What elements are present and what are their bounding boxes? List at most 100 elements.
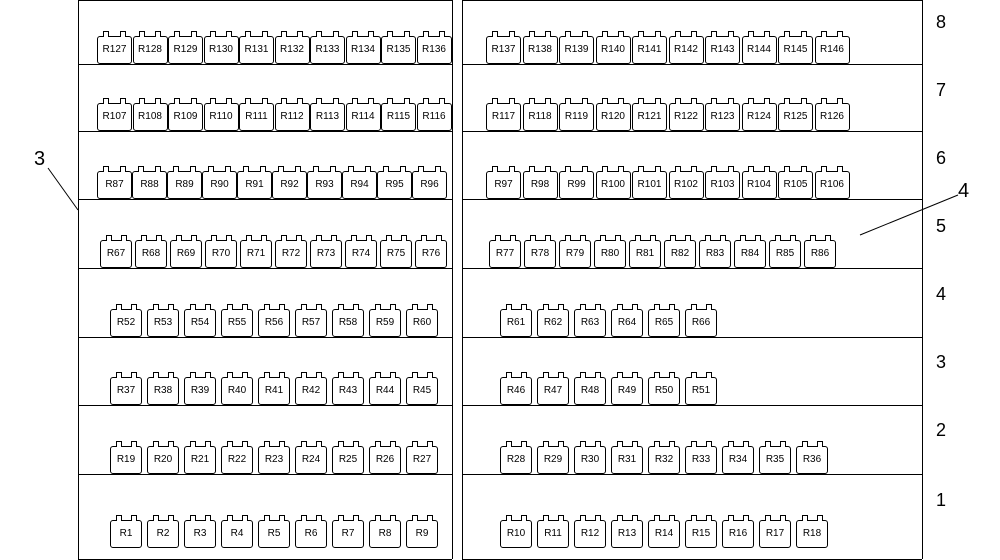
battery-item: R20 (147, 446, 179, 474)
battery-label: R57 (302, 318, 320, 328)
battery-item: R121 (632, 103, 667, 131)
battery-terminals (148, 372, 178, 378)
battery-item: R61 (500, 309, 532, 337)
battery-label: R16 (729, 529, 747, 539)
battery-terminals (136, 235, 166, 241)
battery-terminals (700, 235, 730, 241)
row-number-label: 2 (936, 420, 946, 441)
battery-item: R105 (778, 171, 813, 199)
battery-item: R133 (310, 36, 345, 64)
battery-item: R62 (537, 309, 569, 337)
battery-label: R141 (638, 45, 662, 55)
battery-label: R87 (105, 180, 123, 190)
battery-terminals (276, 31, 309, 37)
battery-label: R60 (413, 318, 431, 328)
battery-label: R15 (692, 529, 710, 539)
battery-terminals (111, 304, 141, 310)
battery-label: R28 (507, 455, 525, 465)
battery-label: R1 (120, 529, 133, 539)
rack-vertical (922, 0, 923, 559)
battery-item: R19 (110, 446, 142, 474)
battery-terminals (134, 98, 167, 104)
battery-item: R33 (685, 446, 717, 474)
battery-label: R5 (268, 529, 281, 539)
battery-terminals (222, 304, 252, 310)
battery-terminals (169, 31, 202, 37)
battery-label: R132 (280, 45, 304, 55)
battery-label: R109 (174, 112, 198, 122)
battery-label: R52 (117, 318, 135, 328)
battery-label: R101 (638, 180, 662, 190)
battery-label: R17 (766, 529, 784, 539)
battery-label: R75 (387, 249, 405, 259)
battery-item: R125 (778, 103, 813, 131)
battery-item: R47 (537, 377, 569, 405)
battery-label: R18 (803, 529, 821, 539)
battery-terminals (413, 166, 446, 172)
battery-item: R72 (275, 240, 307, 268)
battery-terminals (670, 31, 703, 37)
battery-item: R83 (699, 240, 731, 268)
battery-label: R129 (174, 45, 198, 55)
battery-item: R136 (417, 36, 452, 64)
battery-item: R11 (537, 520, 569, 548)
battery-terminals (490, 235, 520, 241)
battery-label: R34 (729, 455, 747, 465)
shelf-line (462, 64, 922, 65)
battery-item: R2 (147, 520, 179, 548)
battery-label: R33 (692, 455, 710, 465)
battery-label: R31 (618, 455, 636, 465)
battery-item: R64 (611, 309, 643, 337)
battery-label: R63 (581, 318, 599, 328)
battery-terminals (347, 31, 380, 37)
battery-label: R139 (565, 45, 589, 55)
battery-label: R45 (413, 386, 431, 396)
battery-label: R65 (655, 318, 673, 328)
battery-terminals (416, 235, 446, 241)
battery-label: R35 (766, 455, 784, 465)
battery-item: R116 (417, 103, 452, 131)
battery-item: R5 (258, 520, 290, 548)
battery-item: R118 (523, 103, 558, 131)
row-number-label: 7 (936, 80, 946, 101)
battery-label: R76 (422, 249, 440, 259)
battery-item: R3 (184, 520, 216, 548)
battery-item: R65 (648, 309, 680, 337)
battery-label: R25 (339, 455, 357, 465)
battery-label: R10 (507, 529, 525, 539)
battery-item: R41 (258, 377, 290, 405)
shelf-line (78, 199, 452, 200)
battery-label: R59 (376, 318, 394, 328)
battery-label: R6 (305, 529, 318, 539)
battery-terminals (524, 166, 557, 172)
battery-item: R134 (346, 36, 381, 64)
battery-terminals (296, 441, 326, 447)
battery-terminals (148, 441, 178, 447)
battery-item: R101 (632, 171, 667, 199)
battery-terminals (241, 235, 271, 241)
battery-terminals (222, 372, 252, 378)
battery-terminals (723, 441, 753, 447)
battery-label: R131 (245, 45, 269, 55)
battery-label: R9 (416, 529, 429, 539)
battery-item: R48 (574, 377, 606, 405)
battery-item: R107 (97, 103, 132, 131)
battery-item: R73 (310, 240, 342, 268)
battery-item: R70 (205, 240, 237, 268)
battery-item: R57 (295, 309, 327, 337)
battery-terminals (378, 166, 411, 172)
battery-label: R85 (776, 249, 794, 259)
battery-label: R29 (544, 455, 562, 465)
battery-terminals (333, 372, 363, 378)
battery-label: R51 (692, 386, 710, 396)
battery-item: R30 (574, 446, 606, 474)
battery-terminals (222, 515, 252, 521)
battery-label: R44 (376, 386, 394, 396)
battery-terminals (222, 441, 252, 447)
battery-terminals (308, 166, 341, 172)
battery-item: R106 (815, 171, 850, 199)
shelf-line (78, 0, 452, 1)
battery-item: R15 (685, 520, 717, 548)
battery-terminals (370, 441, 400, 447)
battery-label: R96 (420, 180, 438, 190)
